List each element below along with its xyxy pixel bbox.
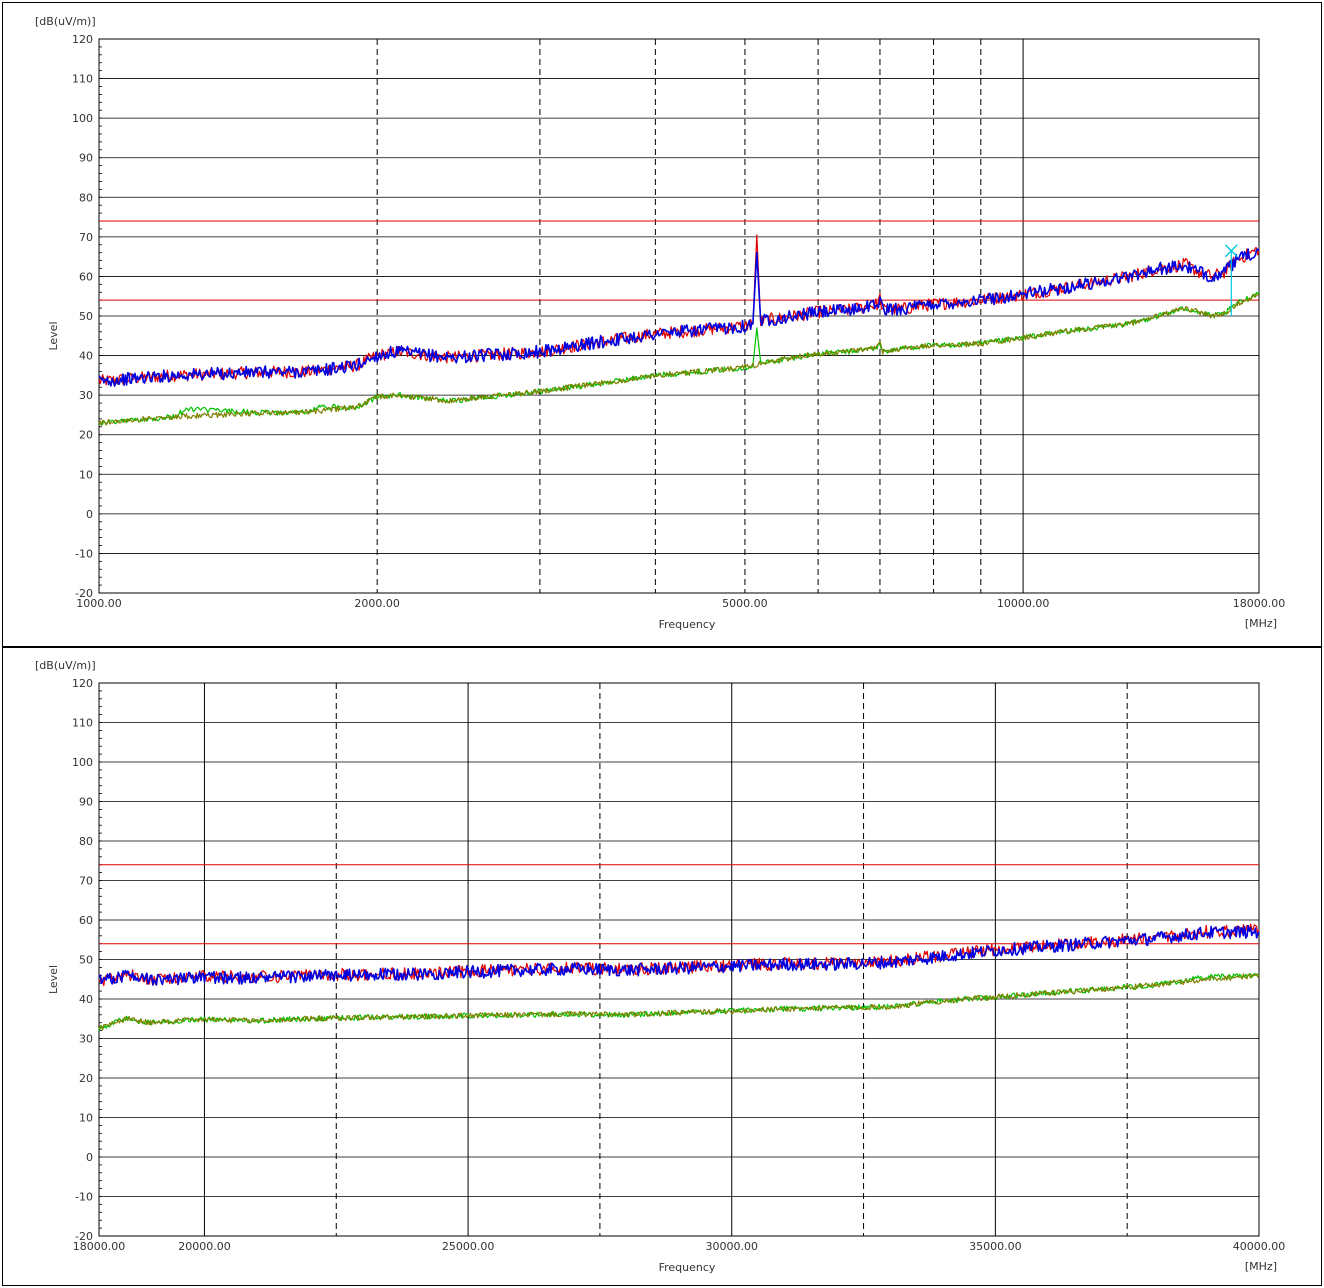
x-tick-label: 18000.00 [73, 1240, 126, 1253]
y-tick-label: 80 [79, 191, 93, 204]
x-tick-label: 2000.00 [354, 597, 400, 610]
x-tick-label: 25000.00 [442, 1240, 495, 1253]
series-line-0 [98, 234, 1260, 386]
chart-lower: -20 -10 0 10 20 30 40 50 60 70 80 90 100 110 120 18000.… [35, 659, 1286, 1274]
y-tick-label: 0 [86, 508, 93, 521]
y-tick-label: 120 [72, 677, 93, 690]
series-line-1 [98, 248, 1260, 387]
y-unit-label: [dB(uV/m)] [35, 659, 96, 672]
series-line-3 [98, 293, 1260, 426]
y-tick-label: -10 [75, 547, 93, 560]
y-tick-label: 0 [86, 1151, 93, 1164]
chart-panel-upper: -20 -10 0 10 20 30 40 50 60 70 80 90 100 110 120 1000.0… [2, 2, 1322, 647]
x-axis-title: Frequency [659, 1261, 716, 1274]
x-tick-label: 18000.00 [1233, 597, 1286, 610]
y-tick-label: 70 [79, 875, 93, 888]
x-tick-label: 40000.00 [1233, 1240, 1286, 1253]
x-axis-title: Frequency [659, 618, 716, 631]
y-tick-label: 110 [72, 73, 93, 86]
y-tick-label: 90 [79, 152, 93, 165]
chart-upper: -20 -10 0 10 20 30 40 50 60 70 80 90 100 110 120 1000.0… [35, 15, 1286, 631]
x-tick-label: 30000.00 [705, 1240, 758, 1253]
y-tick-label: -20 [75, 587, 93, 600]
y-tick-label: 60 [79, 914, 93, 927]
x-tick-label: 35000.00 [969, 1240, 1022, 1253]
x-tick-label: 10000.00 [997, 597, 1050, 610]
y-axis-title: Level [47, 321, 60, 350]
x-unit-label: [MHz] [1245, 1260, 1277, 1273]
y-axis-title: Level [47, 965, 60, 994]
y-tick-label: 100 [72, 756, 93, 769]
y-tick-label: 60 [79, 270, 93, 283]
y-tick-label: -20 [75, 1230, 93, 1243]
y-tick-label: -10 [75, 1191, 93, 1204]
y-tick-label: 10 [79, 1112, 93, 1125]
x-tick-label: 5000.00 [722, 597, 768, 610]
x-tick-label: 1000.00 [76, 597, 122, 610]
y-tick-label: 120 [72, 33, 93, 46]
x-unit-label: [MHz] [1245, 617, 1277, 630]
y-tick-label: 110 [72, 717, 93, 730]
y-tick-label: 20 [79, 1072, 93, 1085]
y-tick-label: 80 [79, 835, 93, 848]
y-tick-label: 40 [79, 350, 93, 363]
series-line-1 [98, 924, 1260, 986]
y-tick-label: 70 [79, 231, 93, 244]
y-unit-label: [dB(uV/m)] [35, 15, 96, 28]
y-tick-label: 30 [79, 1033, 93, 1046]
y-tick-label: 30 [79, 389, 93, 402]
y-tick-label: 50 [79, 310, 93, 323]
marker-x [1224, 244, 1238, 258]
y-tick-label: 10 [79, 468, 93, 481]
y-tick-label: 20 [79, 429, 93, 442]
y-tick-label: 50 [79, 954, 93, 967]
x-tick-label: 20000.00 [178, 1240, 231, 1253]
y-tick-label: 90 [79, 796, 93, 809]
y-tick-label: 40 [79, 993, 93, 1006]
series-line-3 [98, 973, 1260, 1031]
chart-panel-lower: -20 -10 0 10 20 30 40 50 60 70 80 90 100 110 120 18000.… [2, 647, 1322, 1286]
y-tick-label: 100 [72, 112, 93, 125]
